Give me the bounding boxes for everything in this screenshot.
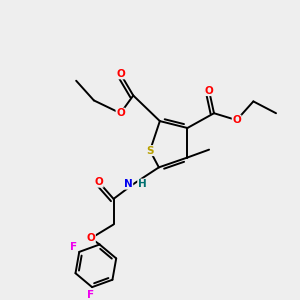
Text: F: F bbox=[70, 242, 77, 252]
Text: S: S bbox=[146, 146, 154, 156]
Text: O: O bbox=[116, 69, 125, 79]
Text: N: N bbox=[124, 179, 133, 189]
Text: F: F bbox=[87, 290, 94, 300]
Text: O: O bbox=[116, 108, 125, 118]
Text: O: O bbox=[205, 85, 213, 96]
Text: O: O bbox=[232, 115, 241, 125]
Text: O: O bbox=[94, 177, 103, 187]
Text: O: O bbox=[87, 233, 95, 243]
Text: H: H bbox=[138, 179, 146, 189]
